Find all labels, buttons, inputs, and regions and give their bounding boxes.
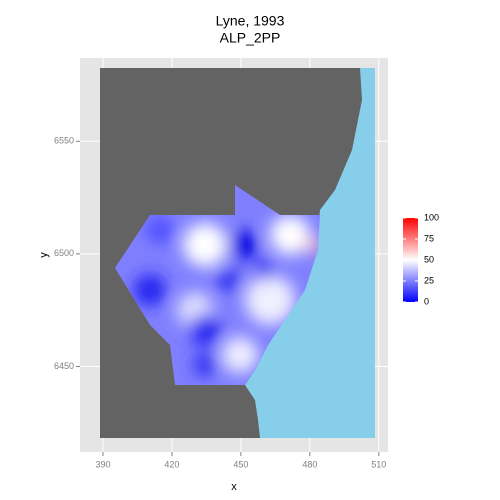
x-tick-label: 480	[302, 459, 317, 469]
colorbar-label: 50	[424, 254, 434, 264]
x-tick-label: 510	[371, 459, 386, 469]
x-tick-label: 420	[164, 459, 179, 469]
colorbar-label: 0	[424, 296, 429, 306]
colorbar-label: 100	[424, 212, 439, 222]
colorbar-label: 75	[424, 233, 434, 243]
chart-subtitle: ALP_2PP	[220, 30, 281, 46]
y-tick-label: 6550	[54, 136, 74, 146]
legend: 0 25 50 75 100	[403, 212, 439, 306]
map	[100, 68, 375, 438]
sea	[245, 68, 375, 438]
colorbar-label: 25	[424, 275, 434, 285]
x-tick-label: 390	[95, 459, 110, 469]
x-tick-label: 450	[233, 459, 248, 469]
chart-title: Lyne, 1993	[216, 13, 285, 29]
y-tick-label: 6500	[54, 248, 74, 258]
x-axis-label: x	[231, 481, 237, 493]
y-tick-label: 6450	[54, 361, 74, 371]
y-axis-label: y	[38, 252, 50, 258]
colorbar	[403, 218, 418, 302]
